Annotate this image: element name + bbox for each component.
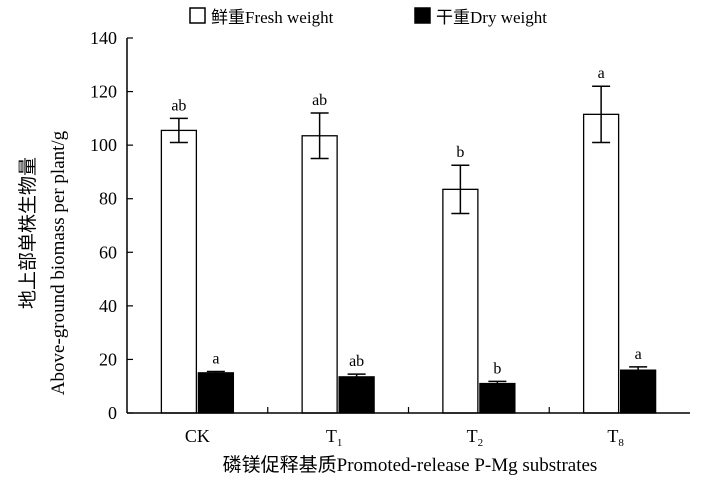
legend-label-dry-weight: 干重Dry weight xyxy=(436,8,547,27)
legend-swatch-fresh-weight xyxy=(189,7,206,24)
significance-letter: b xyxy=(456,144,464,161)
y-tick-label: 100 xyxy=(90,135,117,155)
significance-letter: a xyxy=(635,346,642,363)
x-tick-label: CK xyxy=(185,426,210,446)
bar-marks: ab ab b a a ab b a xyxy=(160,65,657,414)
bar-fresh-weight xyxy=(442,188,479,414)
bar-fresh-weight xyxy=(582,113,620,414)
bar-dry-weight xyxy=(479,382,516,414)
legend-swatch-dry-weight xyxy=(414,7,431,24)
y-tick-label: 60 xyxy=(99,242,117,262)
y-tick-label: 0 xyxy=(108,403,117,423)
bar-dry-weight xyxy=(197,372,235,414)
significance-letter: b xyxy=(493,360,501,377)
legend-label-fresh-weight: 鲜重Fresh weight xyxy=(211,8,334,27)
bar-dry-weight xyxy=(619,369,657,414)
x-tick-label: T1 xyxy=(326,426,343,449)
y-tick-label: 40 xyxy=(99,296,117,316)
y-tick-label: 140 xyxy=(90,28,117,48)
significance-letter: a xyxy=(212,350,219,367)
chart-legend: 鲜重Fresh weight 干重Dry weight xyxy=(189,7,547,27)
bar-fresh-weight xyxy=(160,129,198,414)
y-tick-label: 20 xyxy=(99,349,117,369)
x-tick-label: T8 xyxy=(607,426,624,449)
x-axis-title: 磷镁促释基质Promoted-release P-Mg substrates xyxy=(223,454,598,476)
significance-letter: a xyxy=(598,65,605,82)
x-axis: CK T1 T2 T8 xyxy=(127,407,690,449)
y-tick-label: 80 xyxy=(99,189,117,209)
bar-fresh-weight xyxy=(301,135,338,414)
significance-letter: ab xyxy=(312,92,327,109)
y-tick-label: 120 xyxy=(90,82,117,102)
significance-letter: ab xyxy=(171,97,186,114)
x-tick-label: T2 xyxy=(467,426,484,449)
significance-letter: ab xyxy=(349,353,364,370)
y-axis-title-english: Above-ground biomass per plant/g xyxy=(48,130,69,395)
y-axis-title-chinese: 地上部单株生物量 xyxy=(17,157,39,309)
bar-dry-weight xyxy=(338,376,375,414)
y-axis: 0 20 40 60 80 100 120 140 xyxy=(90,28,133,423)
